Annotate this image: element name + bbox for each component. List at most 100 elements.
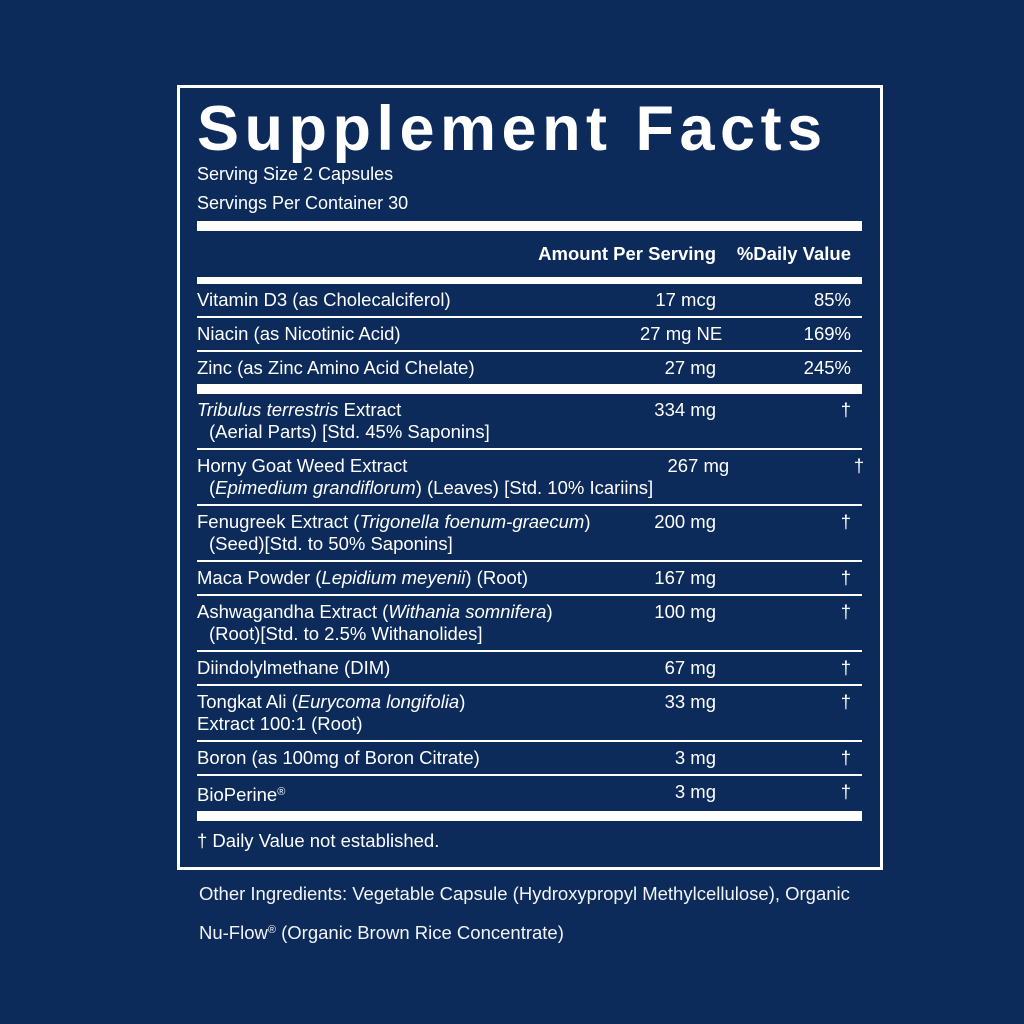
text-line: Boron (as 100mg of Boron Citrate) <box>197 747 640 769</box>
daily-value: † <box>840 601 851 622</box>
text-segment: Niacin (as Nicotinic Acid) <box>197 323 401 344</box>
daily-value-header: %Daily Value <box>736 243 851 264</box>
daily-value: 245% <box>803 357 851 378</box>
text-line: Extract 100:1 (Root) <box>197 713 640 735</box>
italic-text: Trigonella foenum-graecum <box>359 511 585 532</box>
daily-value: † <box>840 747 851 768</box>
amount: 27 mg <box>664 357 716 378</box>
nutrient-name: Zinc (as Zinc Amino Acid Chelate) <box>197 357 640 379</box>
amount: 267 mg <box>667 455 730 476</box>
text-line: Tongkat Ali (Eurycoma longifolia) <box>197 691 640 713</box>
amount-header: Amount Per Serving <box>538 243 716 264</box>
nutrient-table: Vitamin D3 (as Cholecalciferol) 17 mcg 85%… <box>197 284 864 821</box>
nutrient-name: Fenugreek Extract (Trigonella foenum-gra… <box>197 511 640 555</box>
nutrient-name: Niacin (as Nicotinic Acid) <box>197 323 640 345</box>
text-line: Ashwagandha Extract (Withania somnifera) <box>197 601 640 623</box>
amount: 100 mg <box>654 601 716 622</box>
nutrient-name: Ashwagandha Extract (Withania somnifera)… <box>197 601 640 645</box>
text-segment: Horny Goat Weed Extract <box>197 455 408 476</box>
text-segment: Zinc (as Zinc Amino Acid Chelate) <box>197 357 475 378</box>
text-segment: Ashwagandha Extract ( <box>197 601 389 622</box>
superscript: ® <box>277 786 286 798</box>
text-line: Niacin (as Nicotinic Acid) <box>197 323 640 345</box>
daily-value: † <box>840 657 851 678</box>
divider <box>197 221 862 231</box>
nutrient-row: Tribulus terrestris Extract (Aerial Parts… <box>197 394 862 448</box>
text-segment: BioPerine <box>197 784 278 805</box>
text-segment: (Seed)[Std. to 50% Saponins] <box>209 533 453 554</box>
nutrient-row: Tongkat Ali (Eurycoma longifolia) Extract… <box>197 684 862 740</box>
text-segment: Extract <box>338 399 402 420</box>
nutrient-row: Ashwagandha Extract (Withania somnifera)… <box>197 594 862 650</box>
nutrient-row: Fenugreek Extract (Trigonella foenum-gra… <box>197 504 862 560</box>
text-line: Fenugreek Extract (Trigonella foenum-gra… <box>197 511 640 533</box>
text-segment: (Organic Brown Rice Concentrate) <box>275 922 564 943</box>
text-line: Vitamin D3 (as Cholecalciferol) <box>197 289 640 311</box>
text-segment: ) <box>584 511 591 532</box>
text-segment: Other Ingredients: Vegetable Capsule (Hy… <box>199 883 850 904</box>
text-line: (Seed)[Std. to 50% Saponins] <box>197 533 640 555</box>
text-segment: Boron (as 100mg of Boron Citrate) <box>197 747 480 768</box>
text-line: Nu-Flow® (Organic Brown Rice Concentrate… <box>199 912 850 951</box>
amount: 33 mg <box>664 691 716 712</box>
text-segment: Extract 100:1 (Root) <box>197 713 363 734</box>
nutrient-name: Tribulus terrestris Extract (Aerial Parts… <box>197 399 640 443</box>
italic-text: Epimedium grandiflorum <box>215 477 416 498</box>
daily-value: 85% <box>813 289 851 310</box>
divider <box>197 277 862 284</box>
italic-text: Tribulus terrestris <box>197 399 339 420</box>
nutrient-name: Tongkat Ali (Eurycoma longifolia) Extract… <box>197 691 640 735</box>
daily-value: 169% <box>803 323 851 344</box>
column-header: Amount Per Serving %Daily Value <box>197 231 862 277</box>
amount: 200 mg <box>654 511 716 532</box>
serving-size: Serving Size 2 Capsules <box>197 164 394 184</box>
text-line: Maca Powder (Lepidium meyenii) (Root) <box>197 567 640 589</box>
amount: 3 mg <box>674 747 716 768</box>
nutrient-name: Diindolylmethane (DIM) <box>197 657 640 679</box>
nutrient-name: Vitamin D3 (as Cholecalciferol) <box>197 289 640 311</box>
text-segment: ) (Root) <box>465 567 529 588</box>
text-segment: Maca Powder ( <box>197 567 322 588</box>
italic-text: Lepidium meyenii <box>321 567 466 588</box>
nutrient-row: BioPerine® 3 mg † <box>197 774 862 811</box>
nutrient-row: Boron (as 100mg of Boron Citrate) 3 mg † <box>197 740 862 774</box>
text-segment: ) <box>546 601 553 622</box>
nutrient-row: Horny Goat Weed Extract (Epimedium grandi… <box>197 448 864 504</box>
daily-value: † <box>840 567 851 588</box>
amount: 27 mg NE <box>640 323 723 344</box>
amount: 17 mcg <box>655 289 716 310</box>
other-ingredients: Other Ingredients: Vegetable Capsule (Hy… <box>199 876 850 951</box>
italic-text: Withania somnifera <box>388 601 547 622</box>
text-segment: ) (Leaves) [Std. 10% Icariins] <box>415 477 654 498</box>
text-segment: Fenugreek Extract ( <box>197 511 360 532</box>
daily-value: † <box>840 691 851 712</box>
divider <box>197 811 862 821</box>
text-segment: Nu-Flow <box>199 922 268 943</box>
amount: 67 mg <box>664 657 716 678</box>
text-line: Other Ingredients: Vegetable Capsule (Hy… <box>199 876 850 912</box>
text-line: Diindolylmethane (DIM) <box>197 657 640 679</box>
nutrient-row: Zinc (as Zinc Amino Acid Chelate) 27 mg 24… <box>197 350 862 384</box>
text-line: BioPerine® <box>197 781 640 806</box>
amount: 334 mg <box>654 399 716 420</box>
nutrient-name: Horny Goat Weed Extract (Epimedium grandi… <box>197 455 653 499</box>
nutrient-row: Vitamin D3 (as Cholecalciferol) 17 mcg 85% <box>197 284 862 316</box>
servings-per-container: Servings Per Container 30 <box>197 193 409 213</box>
text-segment: Diindolylmethane (DIM) <box>197 657 391 678</box>
italic-text: Eurycoma longifolia <box>297 691 460 712</box>
section: Vitamin D3 (as Cholecalciferol) 17 mcg 85%… <box>197 284 862 384</box>
text-segment: ) <box>459 691 466 712</box>
daily-value: † <box>840 399 851 420</box>
text-line: (Epimedium grandiflorum) (Leaves) [Std. … <box>197 477 653 499</box>
daily-value: † <box>840 781 851 802</box>
nutrient-name: Maca Powder (Lepidium meyenii) (Root) <box>197 567 640 589</box>
daily-value: † <box>853 455 865 476</box>
section: Tribulus terrestris Extract (Aerial Parts… <box>197 394 864 811</box>
nutrient-name: BioPerine® <box>197 781 640 806</box>
amount: 167 mg <box>654 567 716 588</box>
text-segment: (Aerial Parts) [Std. 45% Saponins] <box>209 421 490 442</box>
text-segment: ( <box>209 477 216 498</box>
divider <box>197 384 862 394</box>
text-segment: (Root)[Std. to 2.5% Withanolides] <box>209 623 483 644</box>
